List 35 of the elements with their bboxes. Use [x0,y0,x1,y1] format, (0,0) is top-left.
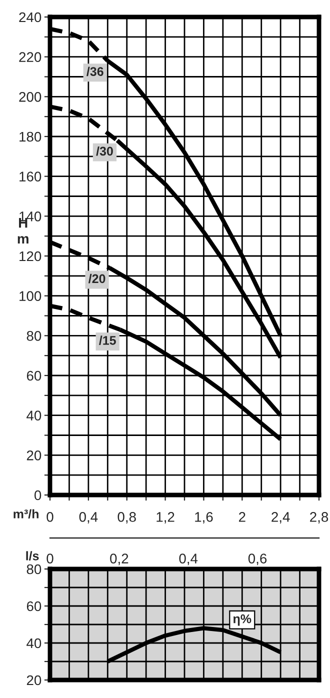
y-tick-label: 240 [19,12,42,22]
x-tick-label: 1,2 [156,512,174,524]
x-tick-label: 1,6 [195,512,213,524]
x2-tick-label: 0,6 [248,554,267,566]
series-label: /30 [96,146,113,156]
y-tick-label: 160 [20,172,42,182]
y-tick-label: 200 [19,92,42,102]
y-tick-label: 80 [26,564,42,574]
x2-tick-label: 0,4 [179,554,198,566]
x-tick-label: 0 [46,512,54,522]
x-axis-title: m³/h [14,509,38,519]
y-tick-label: 60 [26,601,42,612]
y-tick-label: 120 [20,251,42,262]
x-tick-label: 2 [238,512,246,522]
x2-axis-title: l/s [26,551,39,560]
y-tick-label: 100 [20,291,42,302]
x2-tick-label: 0 [46,554,54,564]
y-tick-label: 40 [26,410,42,421]
y-tick-label: 0 [34,490,42,500]
series-label: /36 [86,66,104,76]
y-tick-label: 80 [26,331,42,341]
y-tick-label: 20 [26,450,42,460]
y-tick-label: 20 [26,675,42,686]
series-label: /20 [88,274,106,284]
x-tick-label: 0,4 [79,512,98,524]
y-tick-label: 40 [26,638,42,648]
series-label: /15 [99,336,116,345]
y-tick-label: 60 [26,370,42,381]
x-tick-label: 0,8 [118,512,136,524]
y-tick-label: 220 [19,52,42,62]
x2-tick-label: 0,2 [110,554,128,566]
y-tick-label: 180 [20,132,42,142]
series-label: η% [233,614,252,626]
x-tick-label: 2,4 [272,512,290,524]
x-tick-label: 2,8 [310,512,328,524]
